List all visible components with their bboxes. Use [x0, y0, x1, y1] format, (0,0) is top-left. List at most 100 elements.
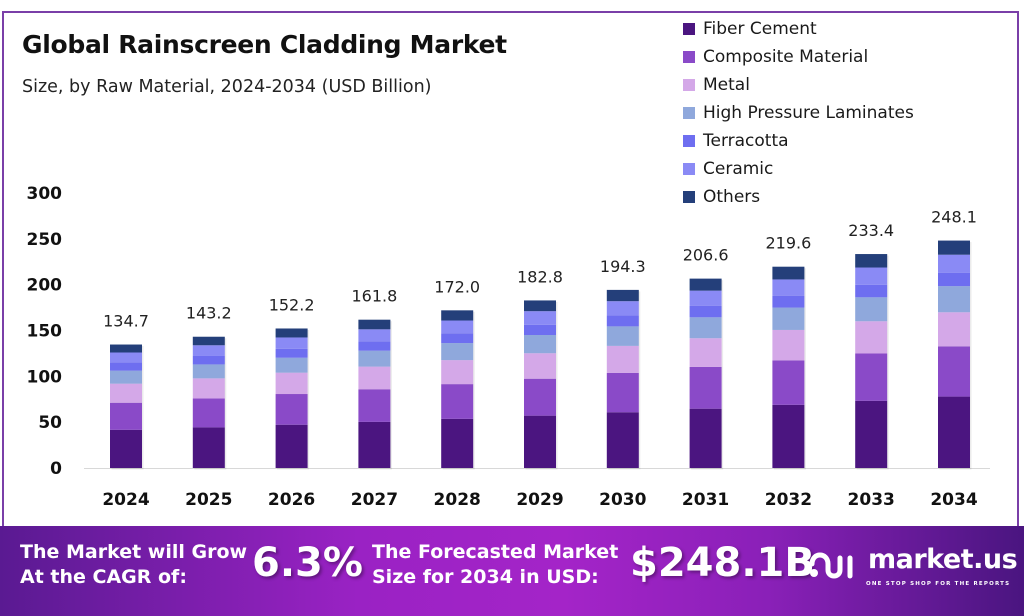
bar-segment-metal: [938, 312, 970, 347]
bar-stack-2030: [606, 289, 641, 470]
bar-total-label: 161.8: [351, 287, 397, 306]
bar-segment-others: [358, 319, 391, 330]
legend-item-high-pressure-laminates: High Pressure Laminates: [683, 99, 914, 127]
y-tick-label: 50: [38, 413, 62, 433]
bar-segment-metal: [441, 360, 474, 385]
x-tick-label: 2030: [599, 490, 646, 510]
bar-segment-composite-material: [938, 346, 970, 397]
y-tick-label: 150: [27, 322, 63, 342]
bar-segment-terracotta: [606, 315, 639, 327]
bar-segment-metal: [772, 329, 805, 361]
bar-stack-2026: [275, 328, 310, 470]
bar-segment-metal: [275, 372, 308, 395]
bar-total-label: 248.1: [931, 208, 977, 227]
bar-total-label: 206.6: [683, 246, 729, 265]
legend-item-composite-material: Composite Material: [683, 43, 914, 71]
bar-stack-2033: [855, 254, 889, 470]
bar-segment-others: [689, 278, 722, 291]
legend-swatch: [683, 51, 695, 63]
chart-frame: [2, 11, 1019, 531]
x-tick-label: 2024: [102, 490, 149, 510]
brand-name: market.us: [868, 544, 1018, 575]
x-tick-label: 2034: [930, 490, 977, 510]
bar-stack-2027: [358, 319, 392, 470]
x-tick-label: 2028: [434, 490, 481, 510]
legend-label: Metal: [703, 75, 750, 95]
x-axis: 2024 2025 2026 2027 2028 2029 2030 2031 2032 2033…: [102, 490, 977, 510]
bar-segment-composite-material: [689, 366, 722, 409]
bar-segment-terracotta: [441, 333, 474, 344]
bar-segment-terracotta: [358, 341, 391, 351]
bar-segment-high-pressure-laminates: [275, 357, 308, 373]
bar-segment-composite-material: [606, 372, 639, 413]
bar-segment-metal: [192, 378, 225, 399]
legend-label: High Pressure Laminates: [703, 103, 914, 123]
bar-segment-ceramic: [689, 290, 722, 306]
x-tick-label: 2029: [516, 490, 563, 510]
bar-segment-high-pressure-laminates: [441, 343, 474, 361]
bar-segment-fiber-cement: [275, 424, 308, 468]
bar-segment-fiber-cement: [441, 418, 474, 468]
bar-stack-2028: [441, 310, 475, 470]
bar-segment-composite-material: [855, 353, 888, 401]
x-tick-label: 2033: [848, 490, 895, 510]
y-tick-label: 250: [27, 230, 63, 250]
bar-segment-fiber-cement: [689, 408, 722, 468]
bar-total-label: 194.3: [600, 257, 646, 276]
forecast-caption: The Forecasted Market Size for 2034 in U…: [372, 540, 618, 590]
bar-segment-ceramic: [275, 337, 308, 349]
bar-segment-ceramic: [772, 279, 805, 296]
bar-segment-fiber-cement: [358, 421, 391, 468]
legend-label: Fiber Cement: [703, 19, 817, 39]
bar-segment-ceramic: [606, 301, 639, 316]
bar-segment-terracotta: [938, 272, 970, 287]
bar-segment-high-pressure-laminates: [772, 307, 805, 330]
bar-segment-fiber-cement: [110, 429, 142, 468]
bar-stack-2031: [689, 278, 724, 470]
legend-label: Ceramic: [703, 159, 774, 179]
legend-item-terracotta: Terracotta: [683, 127, 914, 155]
cagr-caption-line2: At the CAGR of:: [20, 566, 187, 588]
bar-total-label: 152.2: [269, 295, 315, 314]
forecast-caption-line2: Size for 2034 in USD:: [372, 566, 599, 588]
bar-segment-others: [110, 344, 142, 353]
x-tick-label: 2026: [268, 490, 315, 510]
legend-swatch: [683, 163, 695, 175]
bar-segment-composite-material: [110, 402, 142, 430]
legend-item-others: Others: [683, 183, 914, 211]
bar-segment-metal: [110, 383, 142, 403]
bar-stack-2029: [524, 300, 558, 470]
bar-segment-terracotta: [192, 355, 225, 365]
bar-segment-high-pressure-laminates: [938, 286, 970, 313]
y-axis: 0 50 100 150 200 250 300: [27, 184, 63, 479]
bar-segment-high-pressure-laminates: [689, 317, 722, 339]
legend-item-ceramic: Ceramic: [683, 155, 914, 183]
bar-segment-metal: [855, 321, 888, 354]
bar-segment-composite-material: [192, 398, 225, 428]
bar-segment-terracotta: [689, 305, 722, 318]
legend: Fiber Cement Composite Material Metal Hi…: [683, 15, 914, 211]
y-tick-label: 0: [50, 459, 62, 479]
bar-segment-terracotta: [855, 284, 888, 298]
bar-segment-ceramic: [358, 329, 391, 342]
bar-stack-2034: [938, 240, 972, 470]
bar-segment-others: [192, 336, 225, 346]
legend-label: Composite Material: [703, 47, 869, 67]
bar-segment-metal: [689, 338, 722, 367]
bars: 134.7 143.2 152.2 161.8 172.0 182.8 194.3 206.6…: [103, 208, 977, 470]
bar-segment-ceramic: [192, 345, 225, 356]
bar-stack-2032: [772, 266, 806, 470]
bar-segment-others: [524, 300, 556, 312]
bar-total-label: 233.4: [848, 221, 894, 240]
chart-title: Global Rainscreen Cladding Market: [22, 30, 507, 59]
bar-segment-terracotta: [110, 362, 142, 371]
bar-segment-high-pressure-laminates: [855, 297, 888, 322]
legend-label: Others: [703, 187, 761, 207]
legend-swatch: [683, 135, 695, 147]
market-us-logo-icon: [809, 552, 853, 579]
legend-swatch: [683, 107, 695, 119]
bar-segment-high-pressure-laminates: [606, 326, 639, 346]
bar-segment-metal: [606, 345, 639, 373]
y-tick-label: 100: [27, 367, 63, 387]
bar-segment-metal: [358, 366, 391, 390]
